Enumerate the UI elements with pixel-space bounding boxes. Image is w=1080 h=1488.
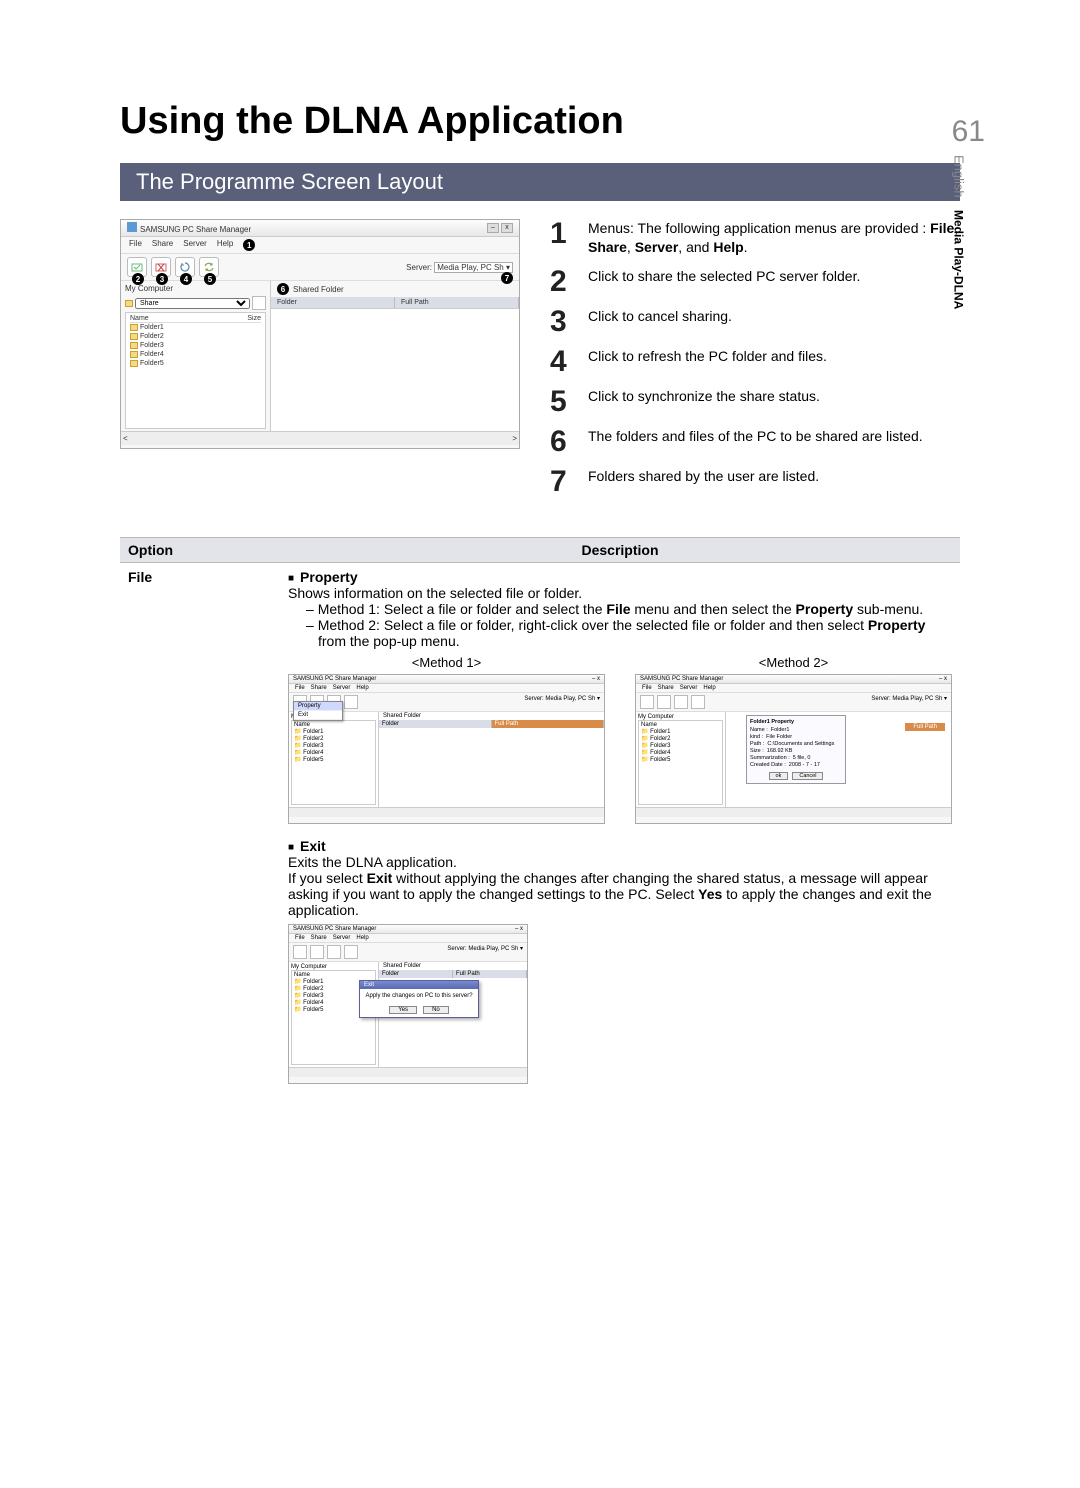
- sync-icon: 5: [199, 257, 219, 277]
- shared-folder-label: Shared Folder: [293, 285, 344, 294]
- share-folder-icon: 2: [127, 257, 147, 277]
- menu-server: Server: [183, 239, 207, 251]
- toolbar: 2 3 4 5 Server:: [121, 254, 519, 281]
- legend-text: Click to share the selected PC server fo…: [588, 267, 960, 297]
- exit-dialog: Exit Apply the changes on PC to this ser…: [359, 980, 479, 1018]
- server-select: Media Play, PC Sh ▾: [434, 262, 513, 273]
- exit-line: Exits the DLNA application.: [288, 854, 952, 870]
- cancel-share-icon: 3: [151, 257, 171, 277]
- right-panel: 6 Shared Folder Folder Full Path: [271, 281, 519, 431]
- dialog-no: No: [423, 1006, 449, 1014]
- dialog-message: Apply the changes on PC to this server?: [360, 989, 478, 1003]
- legend-text: Folders shared by the user are listed.: [588, 467, 960, 497]
- folder-icon: [125, 300, 133, 307]
- option-file: File: [120, 563, 280, 1090]
- left-panel: My Computer Share Name Size Folder1 Folde…: [121, 281, 271, 431]
- menu-file: File: [129, 239, 142, 251]
- legend-num: 4: [550, 347, 578, 377]
- legend-num: 5: [550, 387, 578, 417]
- callout-7: 7: [501, 272, 513, 284]
- method2-screenshot: SAMSUNG PC Share Manager– x FileShareSer…: [635, 674, 952, 824]
- refresh-icon: 4: [175, 257, 195, 277]
- screenshot-body: My Computer Share Name Size Folder1 Folde…: [121, 281, 519, 431]
- fullpath-header: Full Path: [395, 297, 519, 308]
- legend-text: The folders and files of the PC to be sh…: [588, 427, 960, 457]
- up-folder-icon: [252, 296, 266, 310]
- scroll-left-icon: <: [123, 434, 128, 443]
- page-number: 61: [952, 115, 985, 149]
- method-screenshots: <Method 1> SAMSUNG PC Share Manager– x F…: [288, 655, 952, 824]
- shared-list: [271, 308, 519, 431]
- tree-row: Folder1: [130, 323, 261, 332]
- tree-row: Folder4: [130, 350, 261, 359]
- exit-heading: Exit: [288, 838, 952, 854]
- callout-6: 6: [277, 283, 289, 295]
- scroll-right-icon: >: [512, 434, 517, 443]
- page-side-tab: 61 English Media Play-DLNA: [952, 115, 985, 309]
- manual-page: 61 English Media Play-DLNA Using the DLN…: [0, 0, 1080, 1130]
- method1-screenshot: SAMSUNG PC Share Manager– x FileShareSer…: [288, 674, 605, 824]
- window-buttons: – x: [487, 223, 513, 233]
- tree-row: Folder3: [130, 341, 261, 350]
- legend-text: Click to refresh the PC folder and files…: [588, 347, 960, 377]
- mycomputer-label: My Computer: [125, 283, 266, 294]
- option-table: Option Description File Property Shows i…: [120, 537, 960, 1090]
- method1-label: <Method 1>: [288, 655, 605, 670]
- menu-help: Help: [217, 239, 233, 251]
- exit-paragraph: If you select Exit without applying the …: [288, 870, 952, 918]
- size-header: Size: [247, 315, 261, 322]
- section-heading: The Programme Screen Layout: [120, 163, 960, 201]
- property-popup: Folder1 Property Name :Folder1 kind :Fil…: [746, 715, 846, 784]
- property-heading: Property: [288, 569, 952, 585]
- server-select-area: Server: Media Play, PC Sh ▾: [406, 263, 513, 272]
- layout-row: SAMSUNG PC Share Manager – x File Share …: [120, 219, 960, 507]
- legend-text: Menus: The following application menus a…: [588, 219, 960, 257]
- page-title: Using the DLNA Application: [120, 100, 960, 143]
- tree-row: Folder2: [130, 332, 261, 341]
- window-titlebar: SAMSUNG PC Share Manager – x: [121, 220, 519, 237]
- method2-label: <Method 2>: [635, 655, 952, 670]
- legend: 1 Menus: The following application menus…: [550, 219, 960, 507]
- legend-text: Click to cancel sharing.: [588, 307, 960, 337]
- legend-num: 2: [550, 267, 578, 297]
- option-file-desc: Property Shows information on the select…: [280, 563, 960, 1090]
- app-screenshot: SAMSUNG PC Share Manager – x File Share …: [120, 219, 520, 449]
- legend-num: 6: [550, 427, 578, 457]
- folder-tree: Name Size Folder1 Folder2 Folder3 Folder4…: [125, 312, 266, 429]
- callout-1: 1: [243, 239, 255, 251]
- callout-2: 2: [132, 273, 144, 285]
- file-menu-dropdown: Property Exit: [293, 701, 343, 721]
- legend-num: 1: [550, 219, 578, 257]
- hdr-description: Description: [280, 538, 960, 562]
- page-side-section: Media Play-DLNA: [952, 210, 966, 309]
- hdr-option: Option: [120, 538, 280, 562]
- dialog-yes: Yes: [389, 1006, 417, 1014]
- exit-screenshot: SAMSUNG PC Share Manager– x FileShareSer…: [288, 924, 528, 1084]
- tree-row: Folder5: [130, 359, 261, 368]
- page-language: English: [952, 155, 967, 198]
- app-icon: [127, 222, 137, 232]
- folder-header: Folder: [271, 297, 395, 308]
- menu-bar: File Share Server Help 1: [121, 237, 519, 254]
- dialog-title: Exit: [360, 981, 478, 989]
- legend-num: 3: [550, 307, 578, 337]
- callout-4: 4: [180, 273, 192, 285]
- share-dropdown: Share: [125, 296, 266, 310]
- menu-share: Share: [152, 239, 173, 251]
- window-title-text: SAMSUNG PC Share Manager: [127, 222, 251, 234]
- callout-5: 5: [204, 273, 216, 285]
- legend-text: Click to synchronize the share status.: [588, 387, 960, 417]
- method2-text: – Method 2: Select a file or folder, rig…: [306, 617, 952, 649]
- callout-3: 3: [156, 273, 168, 285]
- server-label: Server:: [406, 263, 432, 272]
- fullpath-tag: Full Path: [905, 723, 945, 731]
- close-icon: x: [501, 223, 513, 233]
- method1-text: – Method 1: Select a file or folder and …: [306, 601, 952, 617]
- share-select: Share: [135, 298, 250, 309]
- legend-num: 7: [550, 467, 578, 497]
- scrollbar: < >: [121, 431, 519, 445]
- minimize-icon: –: [487, 223, 499, 233]
- property-line: Shows information on the selected file o…: [288, 585, 952, 601]
- name-header: Name: [130, 315, 149, 322]
